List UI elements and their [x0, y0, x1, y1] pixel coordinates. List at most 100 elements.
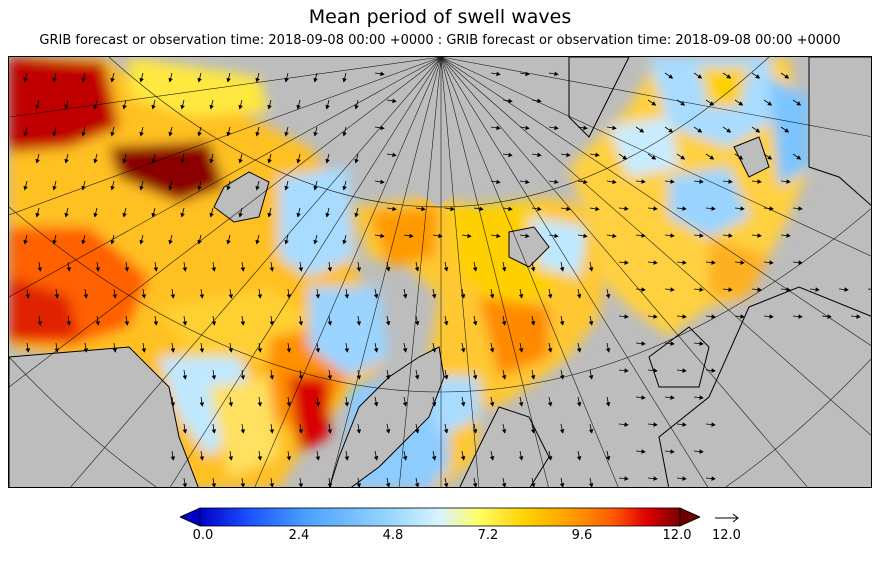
swell-arrow-head [624, 206, 629, 211]
swell-arrow-head [257, 294, 263, 299]
swell-arrow-head [699, 179, 704, 184]
swell-arrow-head [228, 294, 234, 299]
swell-arrow-head [769, 314, 774, 319]
swell-arrow-head [64, 212, 69, 218]
swell-arrow-head [576, 456, 582, 461]
swell-arrow-head [443, 375, 449, 380]
swell-arrow-head [518, 348, 524, 353]
swell-arrow-head [624, 314, 629, 319]
swell-arrow-head [496, 233, 501, 239]
swell-arrow-head [325, 212, 330, 218]
swell-arrow-head [786, 287, 791, 292]
swell-arrow-head [402, 456, 408, 461]
swell-arrow-head [699, 341, 704, 346]
colorbar-tick-label: 0.0 [192, 528, 214, 543]
swell-arrow-head [313, 77, 318, 83]
swell-arrow-head [501, 267, 507, 272]
swell-arrow-head [670, 449, 675, 454]
swell-arrow-head [211, 483, 217, 487]
swell-arrow-head [605, 348, 611, 353]
swell-arrow-head [298, 483, 304, 487]
swell-arrow-head [537, 152, 542, 158]
swell-arrow-head [605, 294, 611, 299]
swell-arrow-head [518, 294, 524, 299]
swell-arrow-head [559, 375, 565, 380]
swell-arrow-head [554, 179, 559, 185]
swell-arrow-head [327, 321, 333, 326]
swell-arrow-head [697, 74, 703, 79]
swell-arrow-head [726, 128, 732, 133]
swell-arrow-head [414, 321, 420, 326]
swell-arrow-head [199, 294, 205, 299]
swell-arrow-head [385, 267, 391, 272]
swell-arrow-head [641, 233, 646, 238]
swell-arrow-head [769, 206, 774, 211]
swell-arrow-head [286, 402, 292, 407]
swell-arrow-head [344, 456, 350, 461]
swell-arrow-head [64, 104, 69, 110]
swell-arrow-head [711, 206, 716, 211]
swell-arrow-head [110, 131, 115, 137]
swell-arrow-head [583, 233, 588, 239]
colorbar-tick-label: 2.4 [288, 528, 310, 543]
swell-arrow-head [315, 348, 321, 353]
swell-arrow-head [450, 206, 455, 212]
swell-arrow-head [786, 233, 791, 238]
swell-arrow-head [518, 456, 524, 461]
swell-arrow-head [501, 483, 507, 487]
swell-arrow-head [508, 152, 513, 158]
swell-arrow-head [588, 267, 594, 272]
swell-arrow-head [641, 449, 646, 454]
colorbar-over-triangle [679, 507, 700, 527]
swell-arrow-head [269, 429, 275, 434]
swell-arrow-head [170, 456, 176, 461]
swell-arrow-head [373, 294, 379, 299]
swell-arrow-head [267, 104, 272, 110]
swell-arrow-head [298, 375, 304, 380]
colorbar-tick-label: 7.2 [477, 528, 499, 543]
swell-arrow-head [501, 375, 507, 380]
swell-arrow-head [651, 101, 657, 106]
swell-arrow-head [95, 267, 101, 272]
swell-arrow-head [612, 233, 617, 239]
swell-arrow-head [612, 125, 617, 131]
swell-arrow-head [139, 131, 144, 137]
swell-arrow-head [66, 321, 72, 326]
swell-arrow-head [525, 179, 530, 185]
swell-arrow-head [257, 402, 263, 407]
swell-arrow-head [356, 375, 362, 380]
swell-arrow-head [356, 483, 362, 487]
swell-arrow-head [344, 294, 350, 299]
swell-arrow-head [199, 456, 205, 461]
swell-arrow-head [269, 483, 275, 487]
swell-arrow-head [182, 375, 188, 380]
swell-arrow-head [269, 321, 275, 326]
swell-arrow-head [757, 233, 762, 238]
swell-arrow-head [269, 267, 275, 272]
swell-arrow-head [827, 314, 832, 319]
swell-arrow-head [699, 287, 704, 292]
swell-arrow-head [238, 104, 243, 110]
swell-arrow-head [284, 77, 289, 83]
swell-arrow-head [547, 348, 553, 353]
swell-arrow-head [518, 402, 524, 407]
swell-arrow-head [93, 104, 98, 110]
swell-arrow-head [83, 348, 89, 353]
swell-arrow-head [738, 155, 744, 160]
swell-arrow-head [670, 395, 675, 400]
swell-arrow-head [255, 77, 260, 83]
swell-arrow-head [286, 294, 292, 299]
swell-arrow-head [124, 321, 130, 326]
swell-arrow-head [354, 158, 359, 164]
swell-arrow-head [255, 239, 260, 245]
swell-arrow-head [286, 456, 292, 461]
swell-arrow-head [624, 368, 629, 373]
swell-arrow-head [537, 98, 542, 104]
swell-arrow-head [472, 429, 478, 434]
swell-arrow-head [605, 402, 611, 407]
swell-arrow-head [682, 368, 687, 373]
swell-arrow-head [530, 321, 536, 326]
swell-arrow-head [356, 321, 362, 326]
swell-arrow-head [653, 314, 658, 319]
swell-period-map [8, 56, 872, 488]
